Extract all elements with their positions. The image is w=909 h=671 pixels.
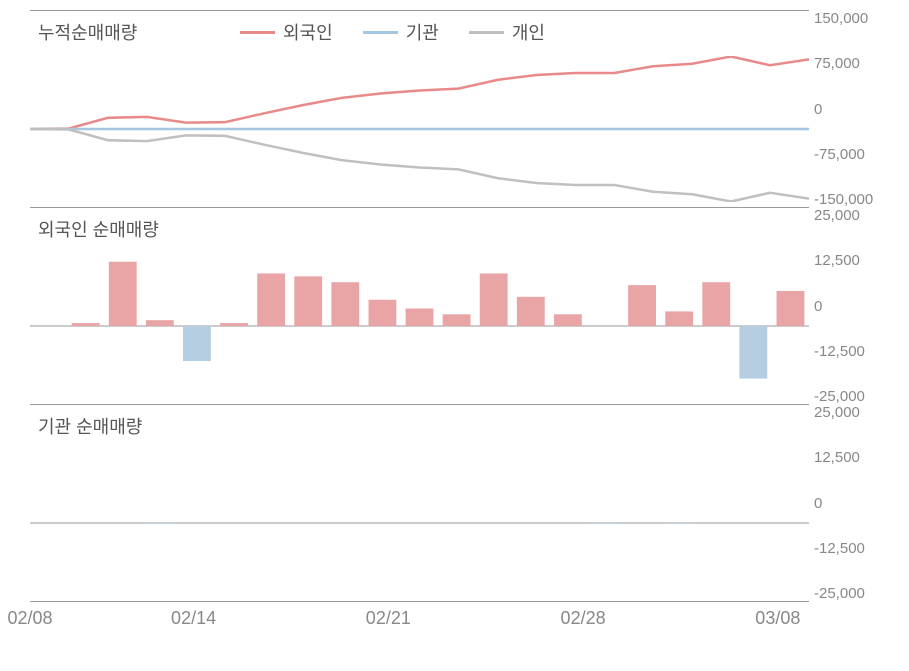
y-tick: -25,000 bbox=[814, 586, 899, 601]
x-tick: 02/21 bbox=[366, 608, 411, 629]
x-tick: 03/08 bbox=[755, 608, 800, 629]
y-tick: -150,000 bbox=[814, 192, 899, 207]
x-tick: 02/08 bbox=[7, 608, 52, 629]
chart-area bbox=[30, 253, 809, 399]
legend-swatch bbox=[240, 31, 275, 34]
y-axis: 150,000 75,000 0 -75,000 -150,000 bbox=[814, 11, 899, 207]
legend-swatch bbox=[363, 31, 398, 34]
y-tick: 0 bbox=[814, 496, 899, 511]
y-tick: -75,000 bbox=[814, 147, 899, 162]
chart-area bbox=[30, 450, 809, 596]
y-tick: 25,000 bbox=[814, 405, 899, 420]
y-axis: 25,000 12,500 0 -12,500 -25,000 bbox=[814, 405, 899, 601]
y-tick: 75,000 bbox=[814, 56, 899, 71]
chart-area bbox=[30, 56, 809, 202]
panel-title: 누적순매매량 bbox=[38, 19, 137, 45]
y-axis: 25,000 12,500 0 -12,500 -25,000 bbox=[814, 208, 899, 404]
y-tick: 0 bbox=[814, 102, 899, 117]
legend-label: 기관 bbox=[406, 19, 439, 45]
legend: 외국인 기관 개인 bbox=[240, 19, 545, 45]
y-tick: 0 bbox=[814, 299, 899, 314]
panel-1: 외국인 순매매량25,00012,5000-12,500-25,000 bbox=[30, 207, 809, 404]
legend-swatch bbox=[469, 31, 504, 34]
y-tick: 150,000 bbox=[814, 11, 899, 26]
panel-0: 누적순매매량외국인기관개인150,00075,0000-75,000-150,0… bbox=[30, 10, 809, 207]
y-tick: 12,500 bbox=[814, 450, 899, 465]
legend-item: 외국인 bbox=[240, 19, 333, 45]
y-tick: -12,500 bbox=[814, 344, 899, 359]
panel-2: 기관 순매매량25,00012,5000-12,500-25,000 bbox=[30, 404, 809, 601]
legend-item: 기관 bbox=[363, 19, 439, 45]
legend-label: 개인 bbox=[512, 19, 545, 45]
y-tick: 12,500 bbox=[814, 253, 899, 268]
x-tick: 02/28 bbox=[561, 608, 606, 629]
y-tick: 25,000 bbox=[814, 208, 899, 223]
panel-title: 기관 순매매량 bbox=[38, 413, 142, 439]
legend-item: 개인 bbox=[469, 19, 545, 45]
x-axis: 02/0802/1402/2102/2803/08 bbox=[30, 601, 809, 631]
panel-title: 외국인 순매매량 bbox=[38, 216, 159, 242]
legend-label: 외국인 bbox=[283, 19, 333, 45]
x-tick: 02/14 bbox=[171, 608, 216, 629]
y-tick: -25,000 bbox=[814, 389, 899, 404]
y-tick: -12,500 bbox=[814, 541, 899, 556]
